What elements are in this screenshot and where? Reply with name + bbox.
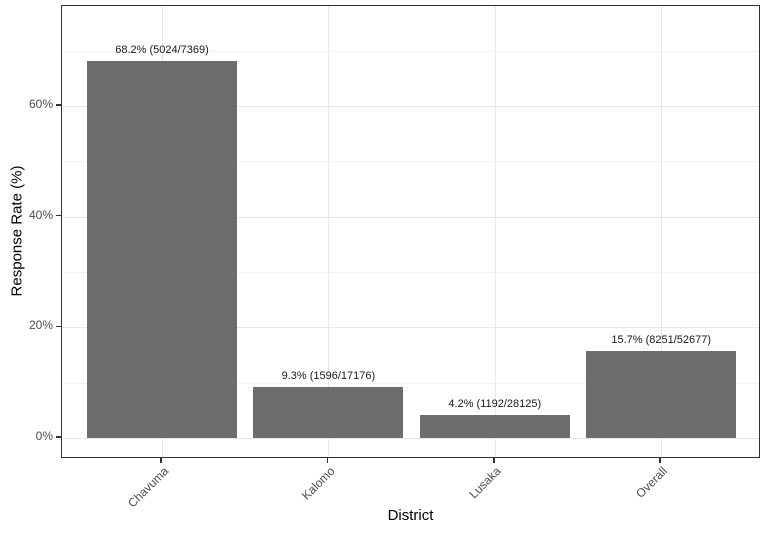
x-axis-title: District xyxy=(387,507,434,524)
plot-panel: 68.2% (5024/7369) 9.3% (1596/17176) 4.2% (… xyxy=(61,5,760,458)
x-tick-label: Lusaka xyxy=(466,464,504,502)
gridline-major xyxy=(62,106,759,107)
gridline-minor xyxy=(62,382,759,384)
gridline-minor xyxy=(62,50,759,52)
bar xyxy=(87,60,237,438)
x-tick-mark xyxy=(493,458,495,463)
gridline-major xyxy=(62,327,759,329)
x-tick-label: Overall xyxy=(633,464,671,501)
y-tick-mark xyxy=(56,436,61,438)
gridline-minor xyxy=(62,161,759,163)
y-tick-label: 60% xyxy=(28,97,53,111)
gridline-vertical xyxy=(494,6,496,457)
y-tick-label: 0% xyxy=(35,429,53,443)
y-tick-mark xyxy=(56,325,61,328)
y-tick-mark xyxy=(56,214,61,217)
x-tick-label: Chavuma xyxy=(124,464,171,511)
bar-value-label: 15.7% (8251/52677) xyxy=(611,334,712,347)
bar xyxy=(253,386,404,438)
bar-value-label: 68.2% (5024/7369) xyxy=(115,43,209,56)
gridline-vertical xyxy=(661,6,663,457)
gridline-minor xyxy=(62,272,759,273)
bar-value-label: 4.2% (1192/28125) xyxy=(448,397,542,410)
gridline-major xyxy=(62,438,759,439)
x-tick-mark xyxy=(659,458,661,463)
bar xyxy=(586,351,737,438)
x-tick-mark xyxy=(326,458,329,463)
y-tick-label: 20% xyxy=(28,318,53,333)
x-tick-mark xyxy=(160,458,162,463)
x-tick-label: Kalomo xyxy=(298,464,338,503)
bar xyxy=(419,414,570,438)
gridline-vertical xyxy=(328,6,330,457)
gridline-major xyxy=(62,216,759,218)
y-axis-title: Response Rate (%) xyxy=(8,165,26,297)
bar-value-label: 9.3% (1596/17176) xyxy=(281,369,376,382)
y-tick-label: 40% xyxy=(28,207,53,222)
y-tick-mark xyxy=(56,104,61,106)
